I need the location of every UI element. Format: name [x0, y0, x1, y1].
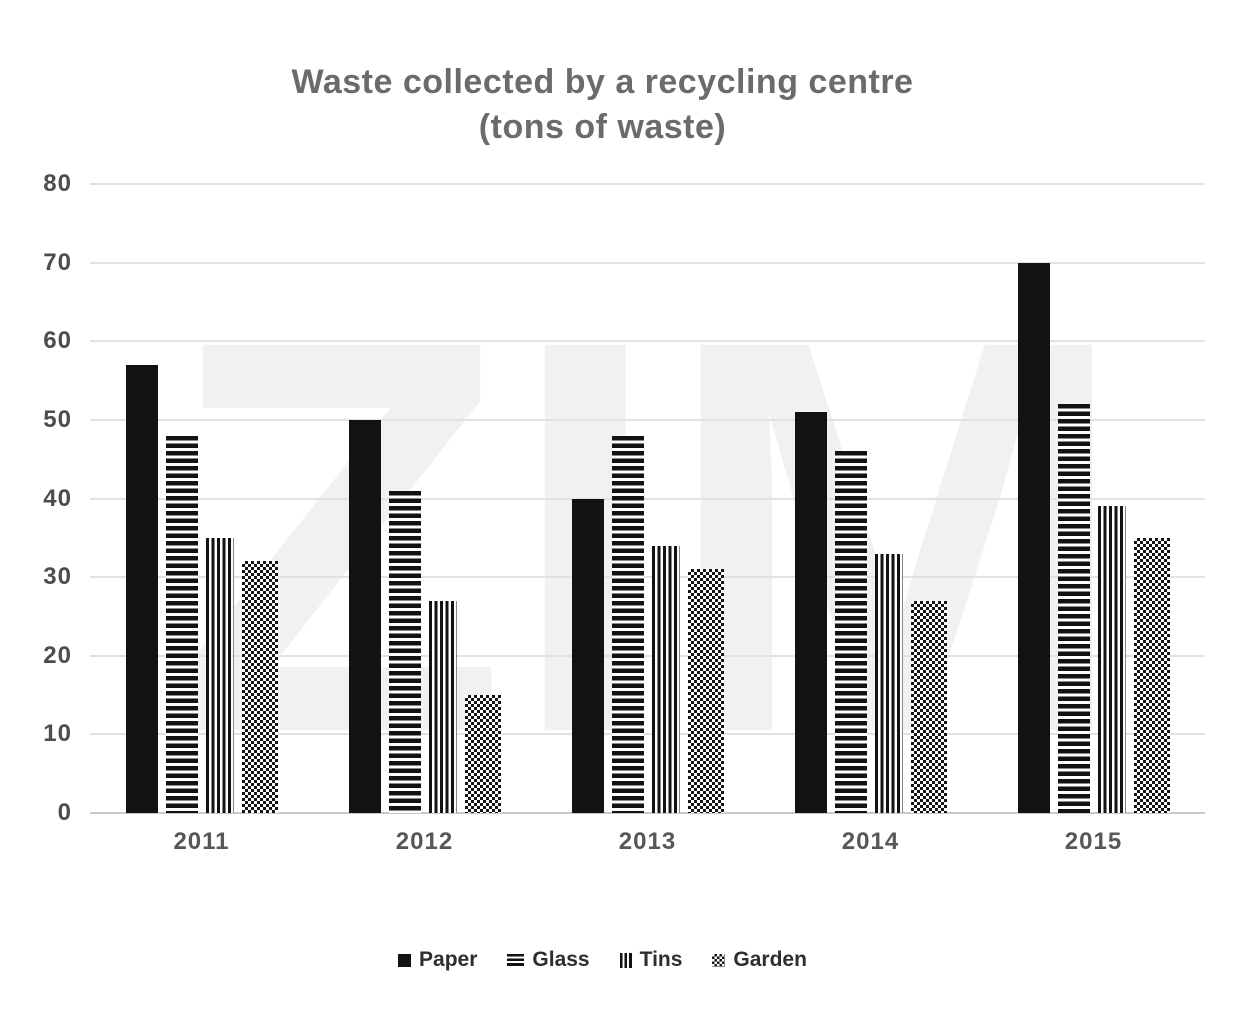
- bar-paper-2015: [1017, 262, 1050, 813]
- legend-item-tins: Tins: [619, 948, 683, 972]
- y-tick-label-40: 40: [43, 484, 72, 512]
- y-tick-label-80: 80: [43, 170, 72, 197]
- bar-glass-2012: [388, 490, 421, 813]
- gridline-30: [90, 576, 1205, 579]
- y-tick-label-0: 0: [57, 799, 72, 826]
- legend-item-glass: Glass: [507, 948, 590, 972]
- x-tick-label-2011: 2011: [173, 828, 230, 855]
- bar-glass-2014: [834, 451, 867, 813]
- bar-glass-2013: [611, 435, 644, 813]
- bar-tins-2011: [205, 537, 234, 813]
- bar-paper-2014: [794, 412, 827, 813]
- gridline-60: [90, 340, 1205, 343]
- bar-glass-2011: [165, 435, 198, 813]
- y-tick-label-10: 10: [43, 720, 72, 748]
- legend-swatch-garden-icon: [712, 953, 726, 967]
- x-axis-labels: 2011 2012 2013 2014 2015: [90, 828, 1205, 862]
- y-tick-label-30: 30: [43, 563, 72, 591]
- bar-tins-2014: [874, 553, 903, 813]
- bar-garden-2012: [464, 695, 501, 813]
- chart-title-line1: Waste collected by a recycling centre: [291, 63, 914, 101]
- legend: Paper Glass Tins Garden: [0, 942, 1205, 978]
- legend-item-paper: Paper: [398, 948, 477, 972]
- y-tick-label-60: 60: [43, 327, 72, 355]
- chart-title-line2: (tons of waste): [478, 108, 727, 146]
- bar-tins-2015: [1097, 506, 1126, 813]
- plot-area: ZIM: [90, 183, 1205, 849]
- chart-title: Waste collected by a recycling centre (t…: [0, 60, 1205, 150]
- bar-paper-2012: [348, 419, 381, 813]
- legend-swatch-tins-icon: [619, 952, 632, 968]
- gridline-10: [90, 733, 1205, 736]
- legend-label-tins: Tins: [639, 948, 683, 971]
- bar-paper-2013: [571, 498, 604, 813]
- bar-tins-2012: [428, 600, 457, 813]
- bar-garden-2015: [1133, 537, 1170, 813]
- bar-paper-2011: [125, 364, 158, 813]
- legend-swatch-glass-icon: [507, 953, 525, 967]
- x-tick-label-2014: 2014: [841, 828, 900, 855]
- legend-label-paper: Paper: [419, 948, 478, 971]
- legend-label-garden: Garden: [733, 948, 807, 971]
- bar-garden-2011: [241, 561, 278, 813]
- y-tick-label-70: 70: [43, 248, 72, 276]
- gridline-50: [90, 418, 1205, 421]
- x-tick-label-2013: 2013: [618, 828, 677, 855]
- y-axis-labels: 0 10 20 30 40 50 60 70 80: [0, 170, 72, 826]
- bar-garden-2014: [910, 600, 947, 813]
- legend-label-glass: Glass: [532, 948, 590, 971]
- bar-garden-2013: [687, 569, 724, 813]
- gridline-80: [90, 183, 1205, 185]
- gridline-40: [90, 497, 1205, 500]
- x-tick-label-2012: 2012: [395, 828, 454, 855]
- gridline-20: [90, 654, 1205, 657]
- x-axis-baseline: [90, 812, 1205, 814]
- legend-swatch-paper-icon: [398, 953, 412, 967]
- watermark-text: ZIM: [165, 222, 1130, 849]
- legend-item-garden: Garden: [712, 948, 807, 972]
- bar-tins-2013: [651, 545, 680, 813]
- y-tick-label-50: 50: [43, 405, 72, 433]
- y-tick-label-20: 20: [43, 641, 72, 669]
- x-tick-label-2015: 2015: [1064, 828, 1123, 855]
- bar-glass-2015: [1057, 404, 1090, 813]
- gridline-70: [90, 261, 1205, 264]
